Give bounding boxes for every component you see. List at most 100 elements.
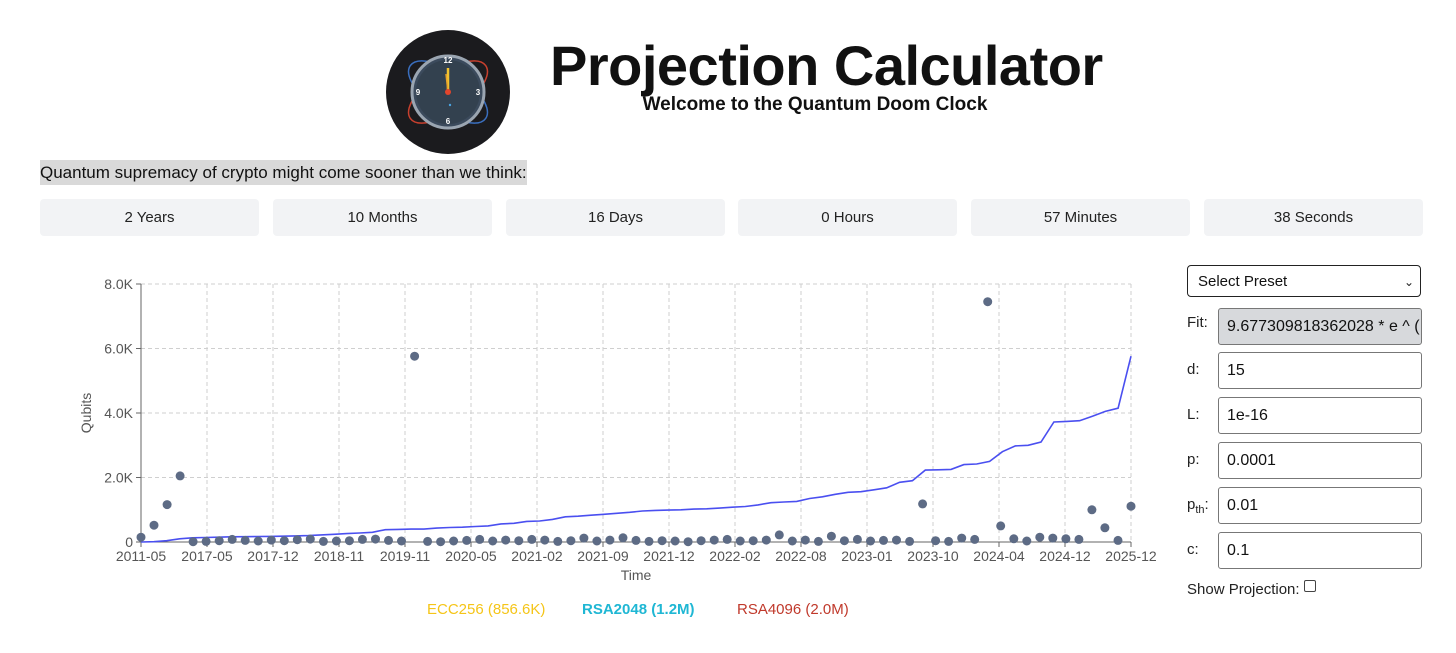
legend-ecc256[interactable]: ECC256 (856.6K) [427, 601, 546, 618]
data-point[interactable] [384, 535, 393, 545]
data-point[interactable] [331, 536, 341, 546]
data-point[interactable] [774, 530, 784, 540]
legend-rsa4096[interactable]: RSA4096 (2.0M) [737, 601, 849, 618]
data-point[interactable] [787, 536, 797, 546]
qubit-chart[interactable]: 0 2.0K 4.0K 6.0K 8.0K 2011-05 2017-05 2017-12 20… [70, 265, 1170, 625]
data-point[interactable] [175, 471, 185, 481]
data-point[interactable] [462, 535, 472, 545]
data-point[interactable] [892, 535, 901, 545]
pth-field[interactable]: 0.01 [1218, 487, 1422, 524]
data-point[interactable] [879, 535, 888, 545]
data-point[interactable] [449, 536, 459, 546]
data-point[interactable] [983, 297, 993, 307]
data-point[interactable] [214, 536, 224, 546]
data-point[interactable] [1061, 534, 1071, 544]
data-point[interactable] [1035, 532, 1045, 542]
data-point[interactable] [201, 536, 211, 546]
data-point[interactable] [305, 534, 315, 544]
data-point[interactable] [540, 535, 550, 545]
data-point[interactable] [253, 536, 263, 546]
data-point[interactable] [423, 536, 433, 546]
data-point[interactable] [227, 534, 237, 544]
l-field[interactable]: 1e-16 [1218, 397, 1422, 434]
data-point[interactable] [1087, 505, 1097, 515]
data-point[interactable] [735, 536, 745, 546]
data-point[interactable] [631, 535, 641, 545]
data-point[interactable] [605, 535, 615, 545]
data-point[interactable] [944, 536, 954, 546]
fit-label: Fit: [1187, 314, 1208, 331]
data-point[interactable] [761, 535, 771, 545]
doom-clock-logo: 12 3 6 9 [386, 30, 510, 154]
data-point[interactable] [436, 537, 446, 547]
dial-number-3: 3 [476, 88, 481, 97]
data-point[interactable] [696, 536, 706, 546]
fit-field: 9.677309818362028 * e ^ ( [1218, 308, 1422, 345]
data-point[interactable] [397, 536, 406, 546]
data-point[interactable] [839, 536, 849, 546]
qubit-chart-svg[interactable]: 0 2.0K 4.0K 6.0K 8.0K 2011-05 2017-05 2017-12 20… [70, 265, 1170, 595]
data-point[interactable] [1022, 536, 1032, 546]
data-point[interactable] [1100, 523, 1110, 533]
data-point[interactable] [813, 536, 823, 546]
show-projection-checkbox[interactable] [1303, 580, 1316, 592]
data-point[interactable] [149, 520, 159, 530]
p-field[interactable]: 0.0001 [1218, 442, 1422, 479]
data-point[interactable] [566, 536, 576, 546]
data-point[interactable] [931, 536, 941, 546]
data-point[interactable] [866, 536, 875, 546]
data-point[interactable] [136, 532, 146, 542]
data-point[interactable] [279, 536, 289, 546]
legend-rsa2048[interactable]: RSA2048 (1.2M) [582, 601, 695, 618]
data-point[interactable] [996, 521, 1006, 531]
data-point[interactable] [905, 536, 915, 546]
countdown-hours: 0 Hours [738, 199, 957, 236]
data-point[interactable] [357, 534, 367, 544]
countdown-seconds: 38 Seconds [1204, 199, 1423, 236]
data-point[interactable] [475, 534, 485, 544]
data-point[interactable] [1113, 535, 1123, 545]
data-point[interactable] [800, 535, 810, 545]
y-tick-label: 4.0K [104, 405, 133, 421]
data-point[interactable] [852, 534, 862, 544]
data-point[interactable] [371, 534, 380, 544]
data-point[interactable] [683, 537, 693, 547]
data-point[interactable] [514, 536, 524, 546]
data-point[interactable] [826, 531, 836, 541]
data-point[interactable] [488, 536, 498, 546]
data-point[interactable] [1074, 534, 1084, 544]
data-point[interactable] [644, 536, 654, 546]
data-point[interactable] [318, 536, 328, 546]
data-point[interactable] [292, 535, 302, 545]
pth-label-sub: th [1195, 504, 1205, 516]
data-point[interactable] [957, 533, 967, 543]
data-point[interactable] [162, 500, 172, 510]
data-point[interactable] [579, 533, 589, 543]
data-point[interactable] [1009, 534, 1019, 544]
data-point[interactable] [748, 536, 758, 546]
data-point[interactable] [722, 534, 732, 544]
data-point[interactable] [592, 536, 602, 546]
data-point[interactable] [618, 533, 628, 543]
d-field[interactable]: 15 [1218, 352, 1422, 389]
data-point[interactable] [188, 537, 198, 547]
data-point[interactable] [670, 536, 680, 546]
data-point[interactable] [527, 534, 537, 544]
y-axis-title: Qubits [78, 393, 94, 433]
data-point[interactable] [410, 351, 420, 361]
data-point[interactable] [240, 535, 250, 545]
data-point[interactable] [1126, 501, 1136, 511]
data-point[interactable] [970, 534, 980, 544]
data-point[interactable] [657, 536, 667, 546]
data-point[interactable] [709, 535, 719, 545]
data-point[interactable] [918, 499, 928, 509]
data-point[interactable] [266, 535, 276, 545]
preset-select[interactable]: Select Preset ⌄ [1187, 265, 1421, 297]
data-point[interactable] [344, 536, 354, 546]
data-point[interactable] [1048, 533, 1058, 543]
c-field[interactable]: 0.1 [1218, 532, 1422, 569]
doom-clock-icon: 12 3 6 9 [407, 54, 489, 130]
data-point[interactable] [501, 535, 511, 545]
data-point[interactable] [553, 536, 563, 546]
countdown-years: 2 Years [40, 199, 259, 236]
